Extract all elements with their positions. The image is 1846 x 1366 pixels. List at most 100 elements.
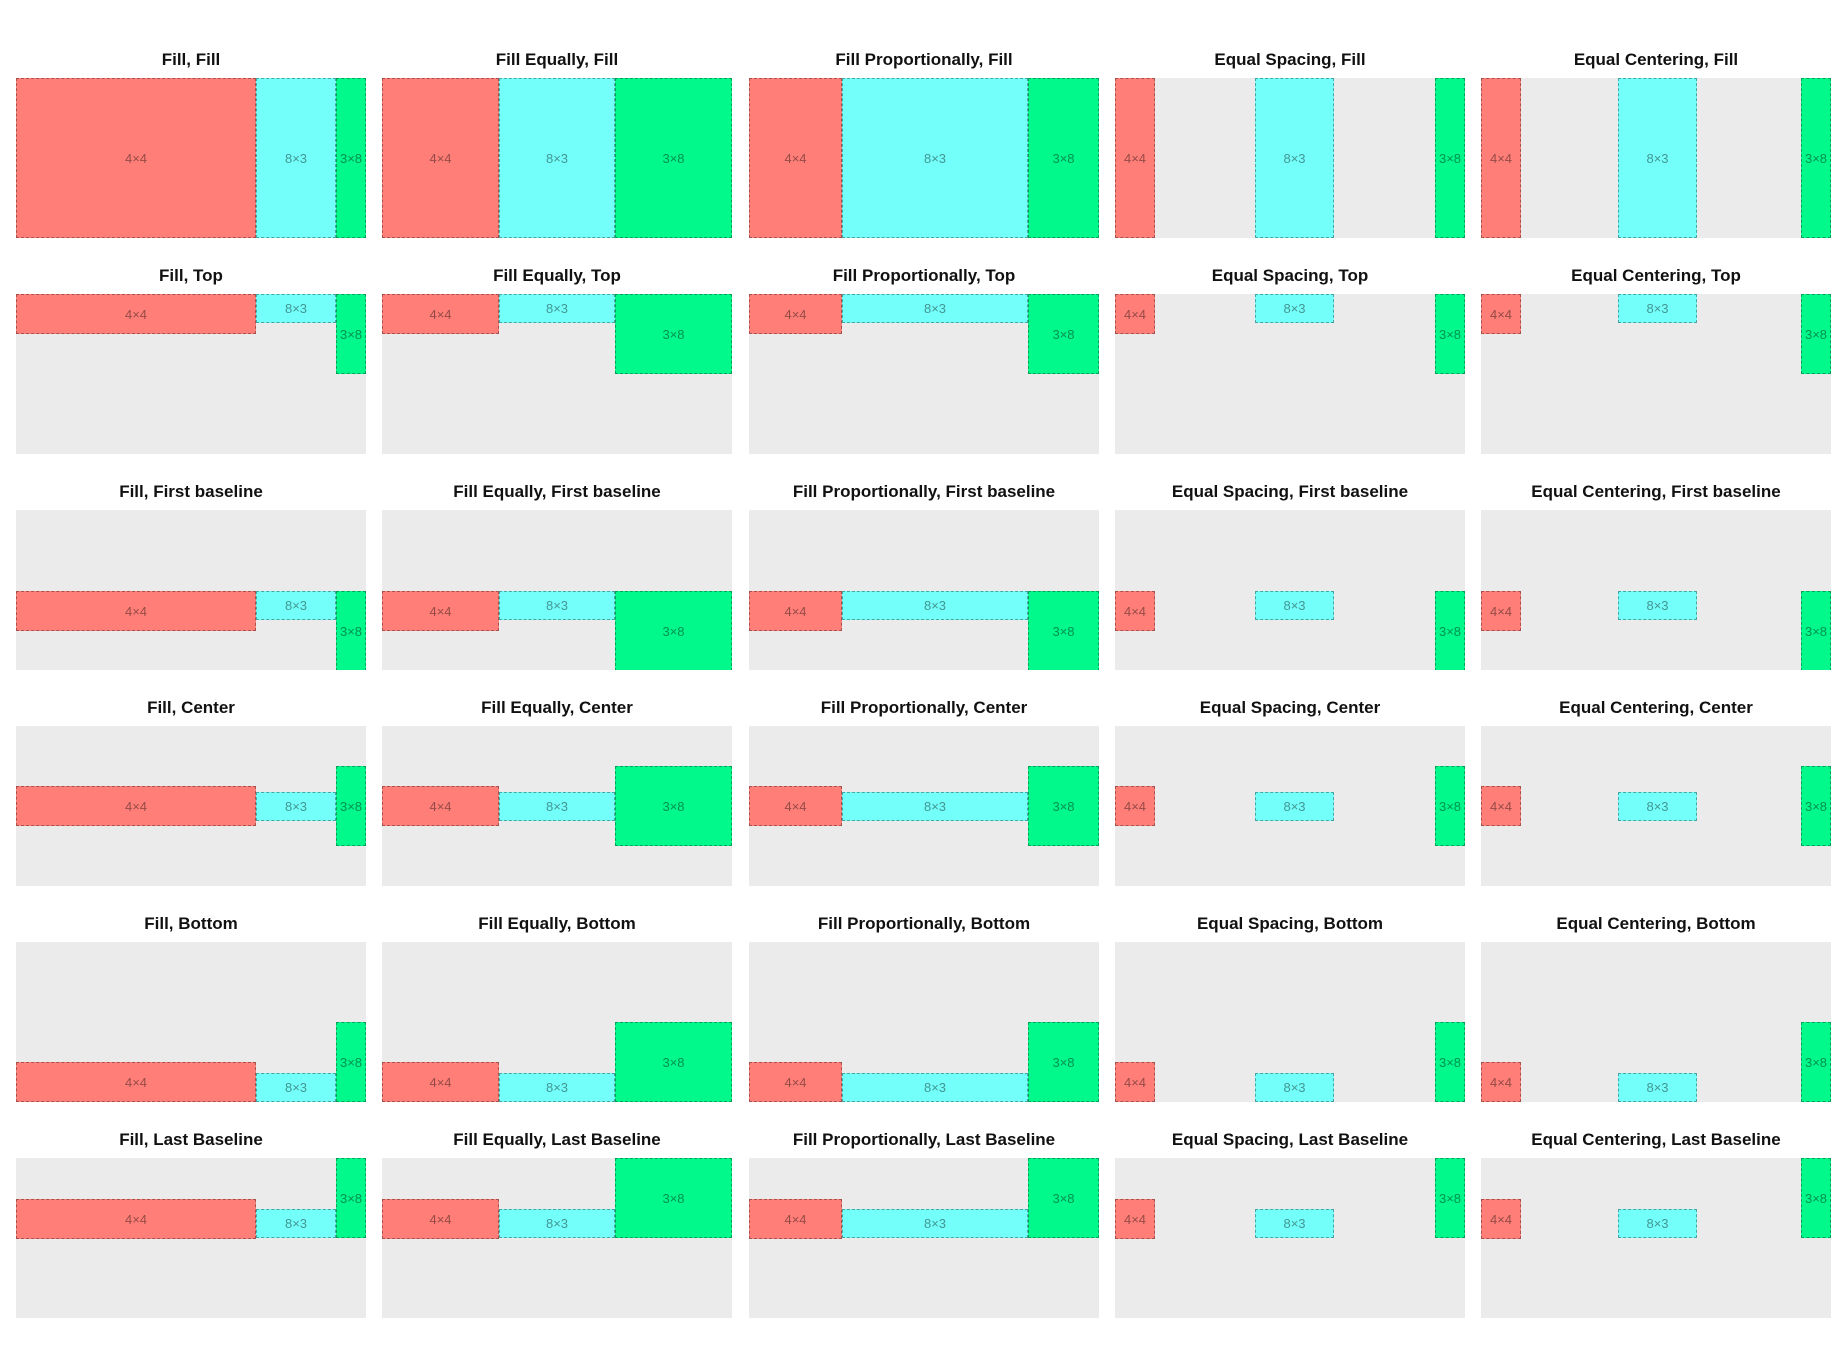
- stack-container: 4×4 8×3 3×8: [16, 78, 366, 238]
- stack-item-b: 8×3: [842, 1073, 1028, 1102]
- stack-item-label: 3×8: [1052, 150, 1075, 166]
- stack-item-b: 8×3: [499, 78, 615, 238]
- stack-item-label: 8×3: [923, 598, 947, 613]
- stack-item-c: 3×8: [615, 78, 732, 238]
- stack-item-a: 4×4: [1115, 591, 1155, 631]
- layout-cell: Fill, Bottom 4×4 8×3 3×8: [16, 912, 366, 1128]
- stack-item-label: 3×8: [1804, 623, 1828, 639]
- stack-item-b: 8×3: [256, 591, 336, 620]
- stack-item-c: 3×8: [615, 294, 732, 374]
- stack-container: 4×4 8×3 3×8: [382, 942, 732, 1102]
- stack-item-label: 3×8: [1804, 326, 1828, 342]
- stack-item-label: 8×3: [545, 1080, 569, 1095]
- stack-item-label: 3×8: [662, 1054, 685, 1070]
- stack-item-label: 3×8: [1438, 326, 1462, 342]
- stack-item-c: 3×8: [1028, 294, 1099, 374]
- stack-item-label: 3×8: [339, 623, 363, 639]
- stack-item-c: 3×8: [615, 1022, 732, 1102]
- cell-title: Equal Spacing, Fill: [1214, 50, 1366, 69]
- stack-item-label: 8×3: [1646, 598, 1669, 613]
- stack-item-b: 8×3: [499, 791, 615, 821]
- stack-item-a: 4×4: [1115, 1199, 1155, 1239]
- layout-cell: Equal Centering, Center 4×4 8×3 3×8: [1481, 696, 1831, 912]
- stack-item-b: 8×3: [1618, 591, 1697, 620]
- layout-cell: Fill Proportionally, Fill 4×4 8×3 3×8: [749, 48, 1099, 264]
- stack-item-label: 8×3: [1283, 150, 1306, 166]
- layout-cell: Fill, Last Baseline 4×4 8×3 3×8: [16, 1128, 366, 1344]
- cell-title: Fill, Bottom: [144, 914, 238, 933]
- stack-item-label: 8×3: [284, 150, 308, 166]
- layout-cell: Fill, Fill 4×4 8×3 3×8: [16, 48, 366, 264]
- stack-item-label: 8×3: [1283, 1080, 1306, 1095]
- stack-item-label: 3×8: [339, 150, 363, 166]
- stack-item-label: 4×4: [124, 306, 148, 322]
- stack-item-b: 8×3: [499, 1073, 615, 1102]
- stack-item-c: 3×8: [1028, 591, 1099, 670]
- layout-cell: Equal Spacing, Last Baseline 4×4 8×3 3×8: [1115, 1128, 1465, 1344]
- stack-item-label: 3×8: [662, 150, 685, 166]
- stack-item-a: 4×4: [1481, 786, 1521, 826]
- stack-item-a: 4×4: [1481, 591, 1521, 631]
- stack-container: 4×4 8×3 3×8: [16, 942, 366, 1102]
- stack-item-label: 8×3: [923, 150, 947, 166]
- stack-item-label: 3×8: [1052, 798, 1075, 814]
- stack-item-label: 8×3: [545, 301, 569, 316]
- stack-item-label: 8×3: [284, 598, 308, 613]
- stack-item-b: 8×3: [256, 78, 336, 238]
- stack-item-a: 4×4: [16, 591, 256, 631]
- layout-cell: Equal Centering, Top 4×4 8×3 3×8: [1481, 264, 1831, 480]
- stack-container: 4×4 8×3 3×8: [1115, 942, 1465, 1102]
- stack-item-label: 8×3: [284, 1080, 308, 1095]
- stack-item-label: 4×4: [1489, 150, 1513, 166]
- cell-title: Fill Equally, Fill: [495, 50, 619, 69]
- stack-item-b: 8×3: [256, 791, 336, 821]
- cell-title: Fill Proportionally, Top: [832, 266, 1016, 285]
- cell-title: Equal Centering, Top: [1571, 266, 1741, 285]
- stack-item-label: 4×4: [429, 603, 452, 619]
- cell-title: Equal Centering, First baseline: [1531, 482, 1781, 501]
- layout-cell: Equal Centering, Bottom 4×4 8×3 3×8: [1481, 912, 1831, 1128]
- stack-item-label: 4×4: [1123, 603, 1147, 619]
- stack-container: 4×4 8×3 3×8: [16, 510, 366, 670]
- layout-cell: Equal Spacing, First baseline 4×4 8×3 3×8: [1115, 480, 1465, 696]
- stack-item-label: 4×4: [1123, 150, 1147, 166]
- stack-item-label: 4×4: [124, 150, 148, 166]
- stack-item-label: 3×8: [1804, 798, 1828, 814]
- stack-item-label: 8×3: [284, 798, 308, 814]
- stack-item-c: 3×8: [1028, 78, 1099, 238]
- stack-container: 4×4 8×3 3×8: [382, 294, 732, 454]
- stack-item-label: 3×8: [662, 1190, 685, 1206]
- stack-item-label: 4×4: [124, 798, 148, 814]
- stack-item-label: 3×8: [662, 798, 685, 814]
- cell-title: Fill Proportionally, Bottom: [817, 914, 1031, 933]
- stack-item-a: 4×4: [1481, 1199, 1521, 1239]
- stack-item-label: 8×3: [545, 798, 569, 814]
- cell-title: Fill Equally, Center: [481, 698, 633, 717]
- cell-title: Equal Centering, Fill: [1573, 50, 1739, 69]
- cell-title: Fill, Last Baseline: [119, 1130, 263, 1149]
- cell-title: Fill Proportionally, Fill: [835, 50, 1013, 69]
- stack-item-label: 3×8: [339, 1190, 363, 1206]
- stack-item-label: 4×4: [784, 306, 807, 322]
- layout-cell: Fill Equally, Center 4×4 8×3 3×8: [382, 696, 732, 912]
- stack-item-label: 4×4: [429, 1211, 452, 1227]
- stack-item-b: 8×3: [499, 1209, 615, 1238]
- cell-title: Fill Proportionally, Last Baseline: [792, 1130, 1056, 1149]
- cell-title: Equal Centering, Last Baseline: [1531, 1130, 1781, 1149]
- stack-container: 4×4 8×3 3×8: [1115, 294, 1465, 454]
- cell-title: Fill, Center: [147, 698, 235, 717]
- stack-item-a: 4×4: [749, 1062, 842, 1102]
- stack-item-c: 3×8: [1801, 766, 1831, 846]
- stack-item-label: 8×3: [1646, 798, 1669, 814]
- stack-item-label: 4×4: [784, 1211, 807, 1227]
- stack-item-c: 3×8: [1801, 591, 1831, 670]
- stack-item-label: 8×3: [1646, 1080, 1669, 1095]
- stack-item-c: 3×8: [1801, 294, 1831, 374]
- stack-item-label: 3×8: [339, 326, 363, 342]
- cell-title: Fill Equally, Top: [493, 266, 621, 285]
- stack-item-label: 8×3: [1646, 150, 1669, 166]
- stack-container: 4×4 8×3 3×8: [749, 78, 1099, 238]
- cell-title: Equal Spacing, Last Baseline: [1171, 1130, 1409, 1149]
- stack-item-b: 8×3: [256, 1073, 336, 1102]
- stack-item-a: 4×4: [749, 294, 842, 334]
